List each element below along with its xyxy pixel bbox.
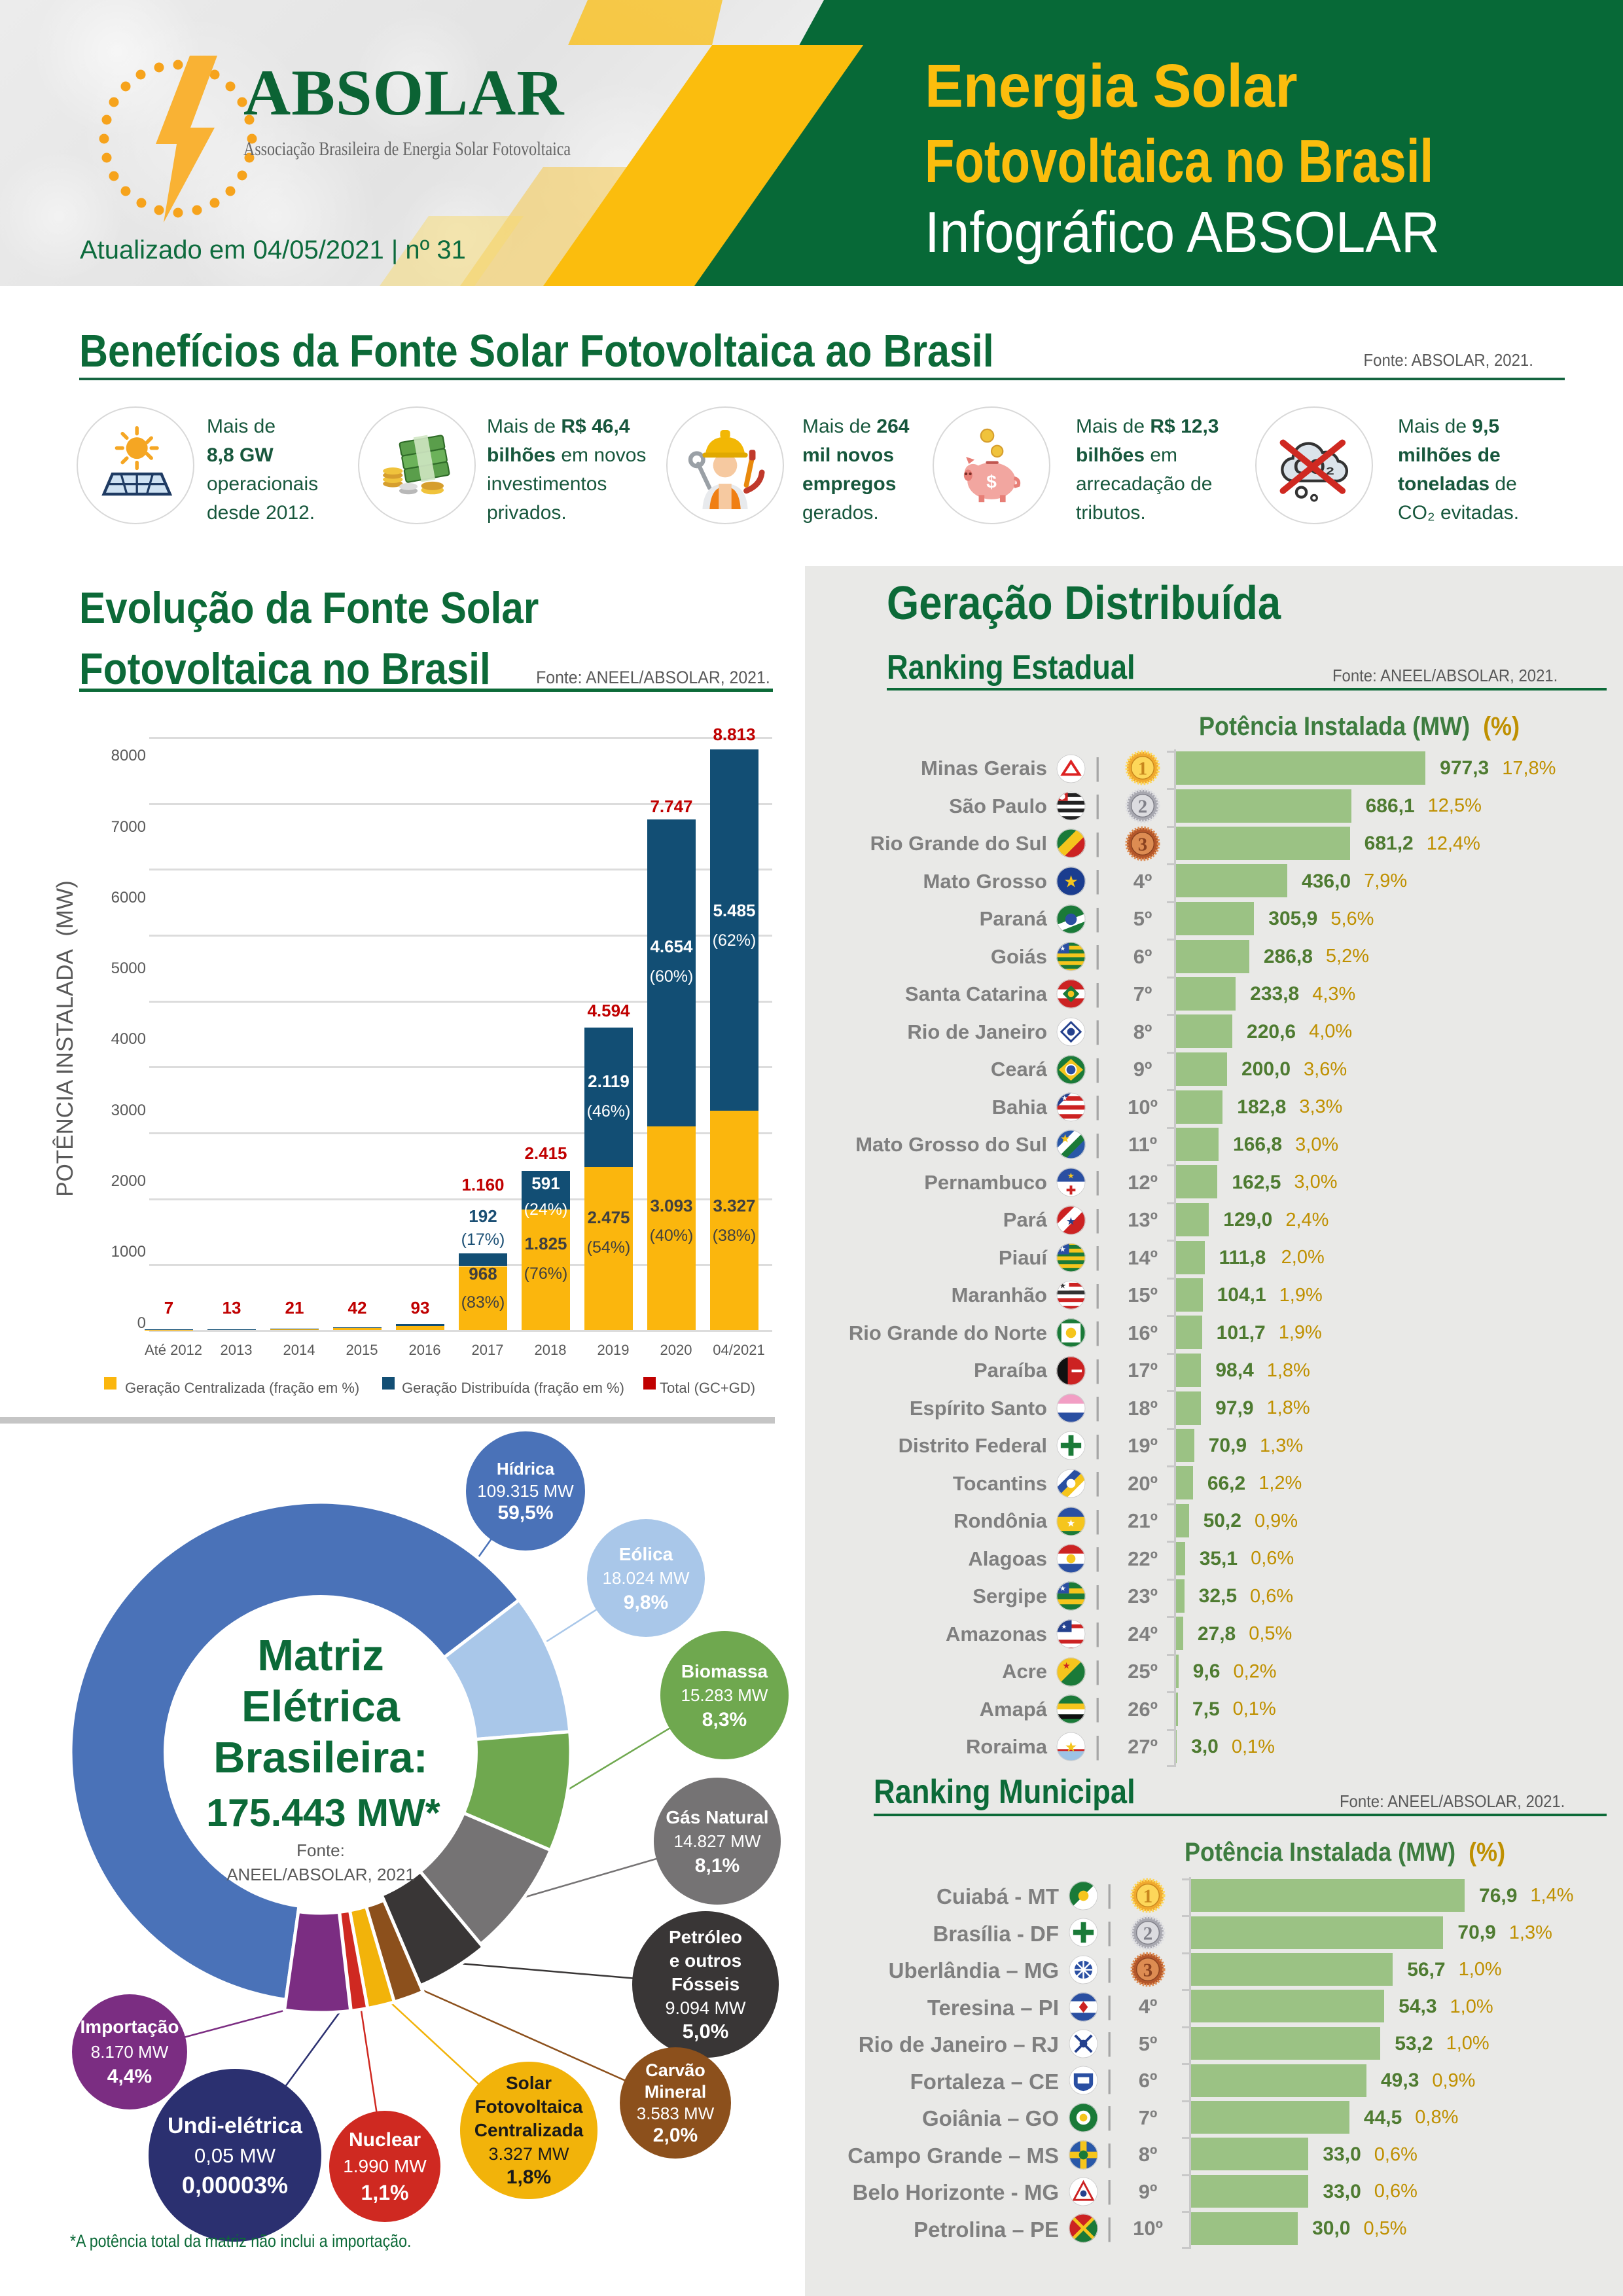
svg-text:1: 1 [1143,1886,1152,1907]
svg-text:★: ★ [1061,1624,1067,1631]
svg-text:$: $ [986,472,997,492]
svg-text:★: ★ [1061,1095,1068,1103]
svg-text:★: ★ [1059,1281,1066,1291]
svg-text:★: ★ [1060,1585,1066,1593]
svg-text:★: ★ [1066,1518,1075,1529]
svg-text:★: ★ [1066,1215,1076,1227]
svg-text:★: ★ [1060,1246,1067,1254]
svg-text:★: ★ [1067,1171,1075,1181]
svg-text:3: 3 [1138,834,1147,855]
svg-text:★: ★ [1060,946,1065,953]
svg-text:1: 1 [1138,759,1147,780]
svg-text:2: 2 [1143,1924,1152,1945]
svg-text:★: ★ [1065,1739,1077,1755]
svg-text:★: ★ [1063,872,1079,891]
svg-text:2: 2 [1138,797,1147,817]
svg-text:★: ★ [1060,1132,1071,1145]
svg-text:★: ★ [1063,1661,1071,1671]
svg-text:3: 3 [1143,1960,1152,1981]
